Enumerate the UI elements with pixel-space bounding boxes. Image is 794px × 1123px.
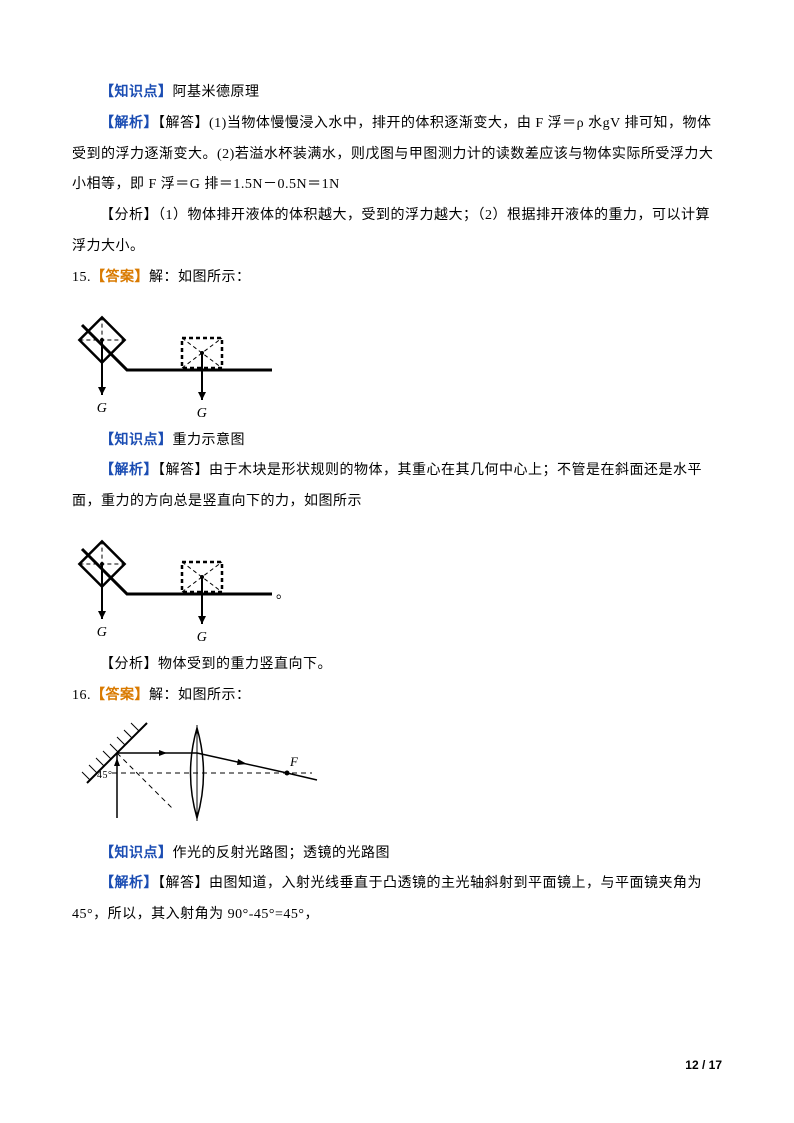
fenxi-label: 【分析】 <box>100 208 158 223</box>
answer-inner-label-15: 【解答】 <box>158 463 209 478</box>
q15-figure-2: G G 。 <box>72 524 722 644</box>
g-label-3: G <box>97 625 108 640</box>
page-number: 12 / 17 <box>685 1052 722 1078</box>
q14-fenxi: （1）物体排开液体的体积越大，受到的浮力越大；（2）根据排开液体的重力，可以计算… <box>72 208 710 254</box>
fenxi-label-15: 【分析】 <box>100 657 158 672</box>
answer-label-16: 【答案】 <box>91 688 149 703</box>
knowledge-label-16: 【知识点】 <box>100 846 173 861</box>
analysis-label-15: 【解析】 <box>100 463 158 478</box>
q16-num: 16. <box>72 688 91 703</box>
answer-inner-label-16: 【解答】 <box>158 876 209 891</box>
q15-kp: 重力示意图 <box>173 433 246 448</box>
knowledge-label-15: 【知识点】 <box>100 433 173 448</box>
g-label-4: G <box>197 630 208 644</box>
angle-label: 45° <box>97 770 113 781</box>
q15-pre: 解：如图所示： <box>149 270 251 285</box>
q16-kp: 作光的反射光路图；透镜的光路图 <box>173 846 391 861</box>
analysis-label: 【解析】 <box>100 116 158 131</box>
q15-num: 15. <box>72 270 91 285</box>
q15-figure-1: G G <box>72 300 722 420</box>
answer-inner-label: 【解答】 <box>158 116 209 131</box>
focus-label: F <box>289 754 299 769</box>
g-label-2: G <box>197 406 208 420</box>
q16-pre: 解：如图所示： <box>149 688 251 703</box>
answer-label: 【答案】 <box>91 270 149 285</box>
q14-kp: 阿基米德原理 <box>173 85 260 100</box>
svg-text:。: 。 <box>276 587 282 602</box>
knowledge-label: 【知识点】 <box>100 85 173 100</box>
g-label-1: G <box>97 401 108 416</box>
q15-fenxi: 物体受到的重力竖直向下。 <box>158 657 332 672</box>
q16-figure: 45° F <box>72 718 722 833</box>
analysis-label-16: 【解析】 <box>100 876 158 891</box>
